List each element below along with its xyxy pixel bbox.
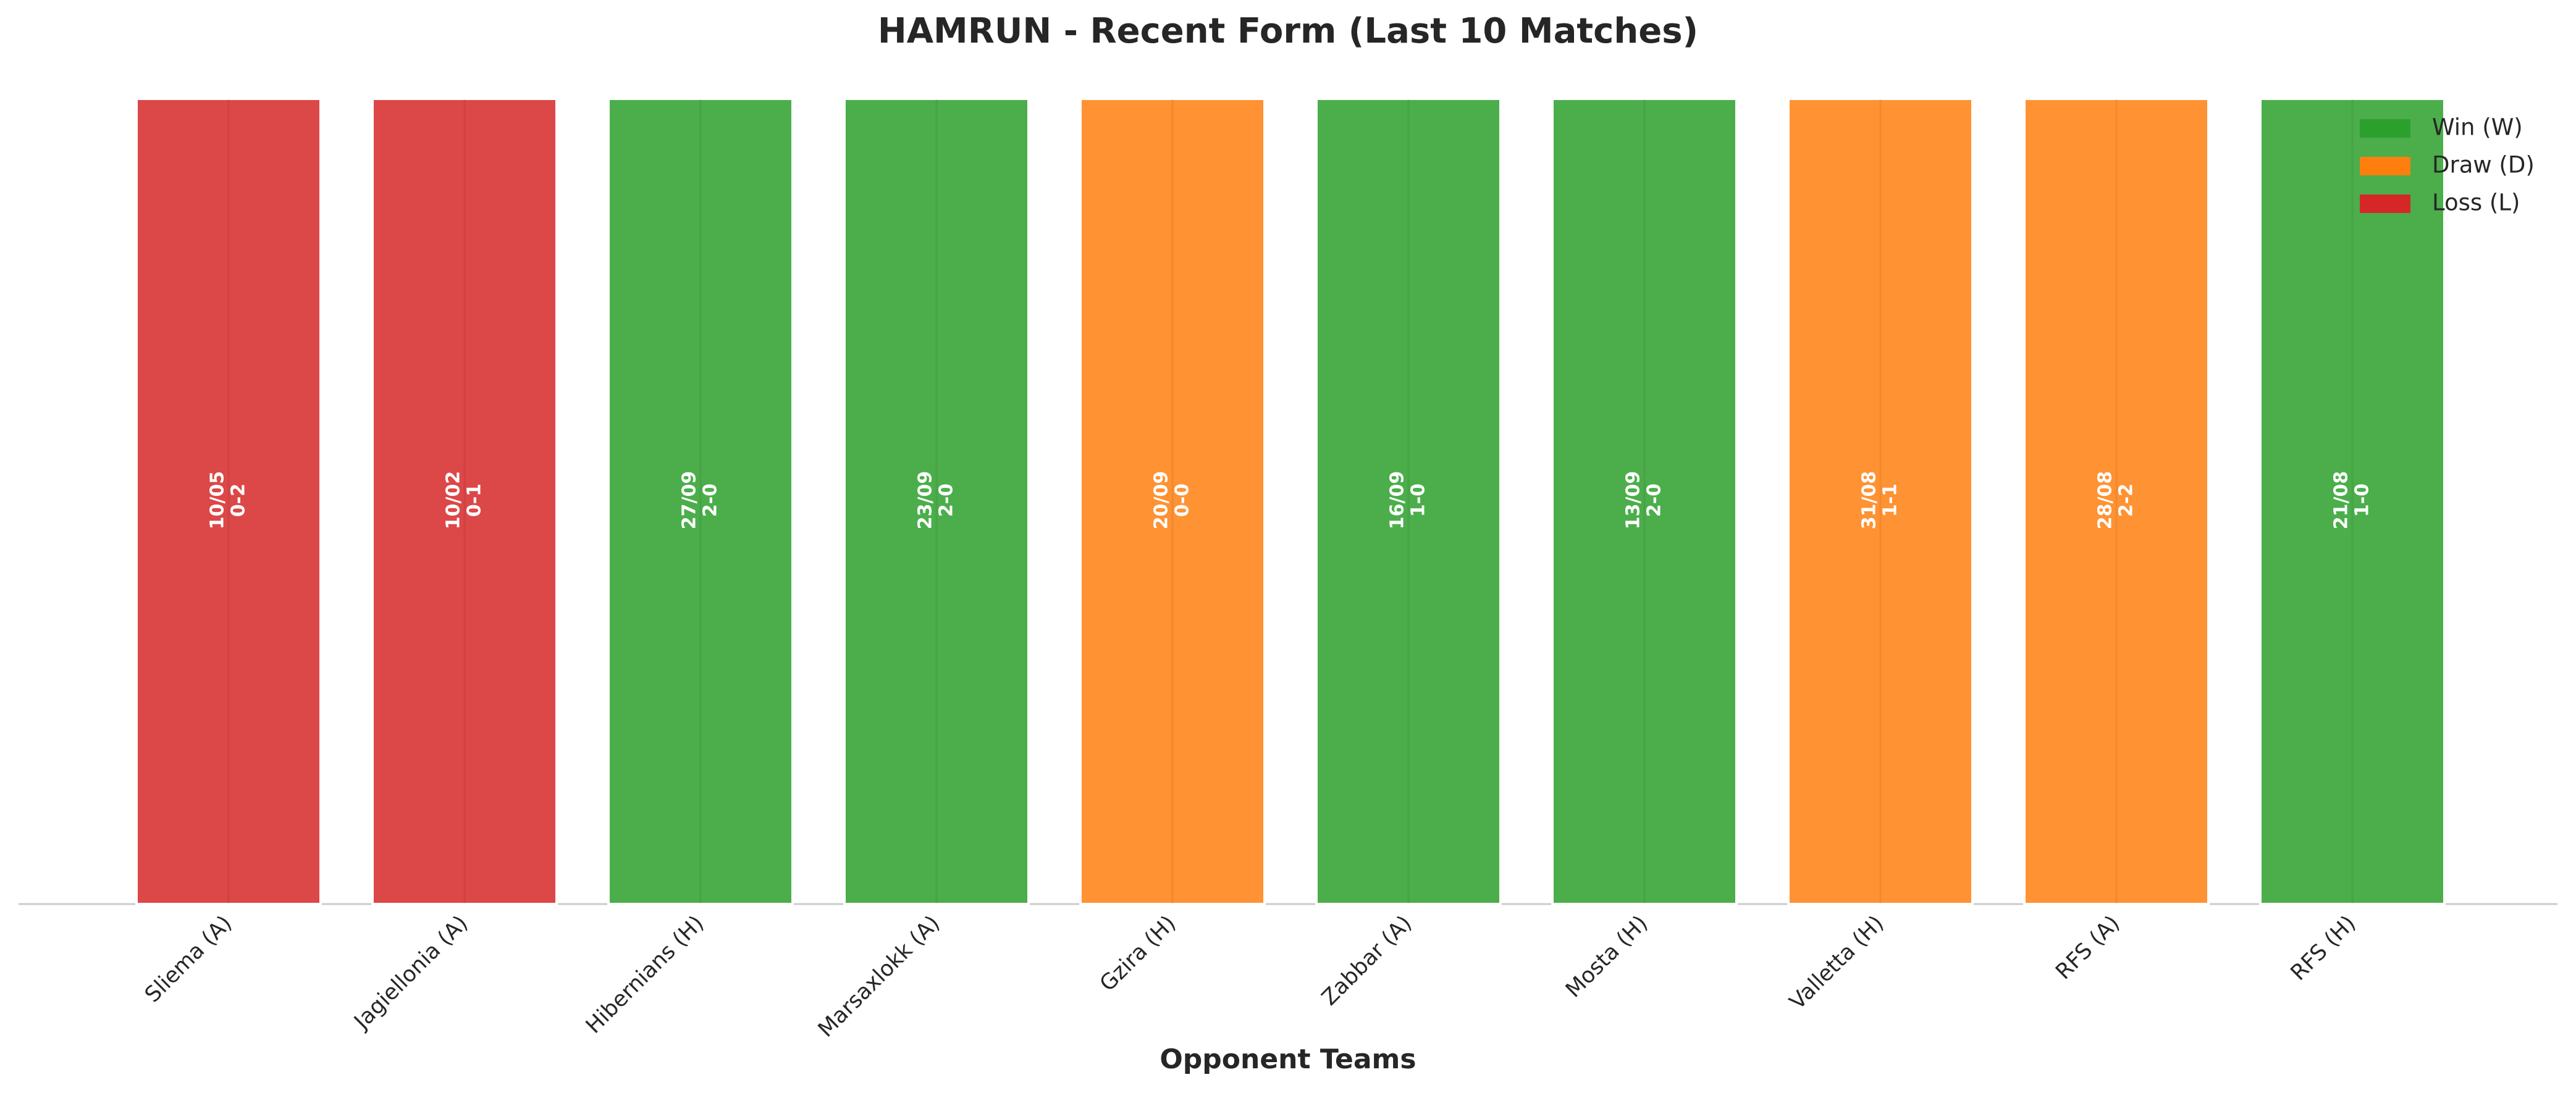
legend-swatch xyxy=(2360,157,2410,175)
bar-label: 0-2 xyxy=(228,484,250,517)
x-tick-label: Jagiellonia (A) xyxy=(349,911,473,1035)
bar-label: 20/09 xyxy=(1151,471,1172,529)
bar-label: 1-0 xyxy=(1408,484,1429,517)
legend-label: Draw (D) xyxy=(2432,152,2535,178)
bar-label: 2-2 xyxy=(2116,484,2137,517)
bar-label: 1-0 xyxy=(2352,484,2373,517)
bar xyxy=(371,98,558,905)
bar-label: 2-0 xyxy=(700,484,722,517)
bar xyxy=(843,98,1030,905)
x-tick-label: RFS (H) xyxy=(2286,911,2361,986)
x-tick-label: Zabbar (A) xyxy=(1317,911,1416,1010)
bar-label: 31/08 xyxy=(1859,471,1880,529)
bar-label: 10/05 xyxy=(207,471,229,529)
legend-swatch xyxy=(2360,195,2410,213)
bar-label: 2-0 xyxy=(936,484,958,517)
bar-label: 27/09 xyxy=(679,471,701,529)
x-tick-label: Valletta (H) xyxy=(1785,911,1889,1015)
bar xyxy=(2259,98,2446,905)
bar-label: 21/08 xyxy=(2331,471,2352,529)
bar-label: 1-1 xyxy=(1880,484,1901,517)
bar-label: 23/09 xyxy=(915,471,937,529)
bar-label: 28/08 xyxy=(2095,471,2116,529)
bar xyxy=(607,98,794,905)
bar xyxy=(2023,98,2210,905)
legend-label: Loss (L) xyxy=(2432,190,2520,216)
bar-label: 16/09 xyxy=(1387,471,1408,529)
x-tick-label: Hibernians (H) xyxy=(581,911,709,1039)
bar-label: 0-0 xyxy=(1172,484,1193,517)
bar xyxy=(1787,98,1974,905)
bar xyxy=(1079,98,1266,905)
legend-label: Win (W) xyxy=(2432,114,2523,141)
bar xyxy=(1315,98,1502,905)
x-tick-label: Marsaxlokk (A) xyxy=(814,911,945,1042)
legend-swatch xyxy=(2360,119,2410,138)
bar xyxy=(1551,98,1738,905)
bar-label: 0-1 xyxy=(464,484,486,517)
chart-title: HAMRUN - Recent Form (Last 10 Matches) xyxy=(878,11,1698,51)
bar xyxy=(135,98,322,905)
bar-label: 13/09 xyxy=(1623,471,1644,529)
bar-label: 10/02 xyxy=(443,471,465,529)
x-tick-label: RFS (A) xyxy=(2051,911,2124,984)
x-tick-label: Mosta (H) xyxy=(1561,911,1652,1002)
x-axis-label: Opponent Teams xyxy=(1160,1044,1416,1075)
bar-label: 2-0 xyxy=(1644,484,1665,517)
x-tick-label: Sliema (A) xyxy=(140,911,237,1007)
x-tick-label: Gzira (H) xyxy=(1095,911,1181,996)
